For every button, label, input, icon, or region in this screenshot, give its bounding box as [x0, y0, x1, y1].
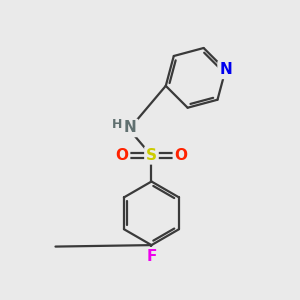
Text: S: S: [146, 148, 157, 163]
Text: F: F: [146, 249, 157, 264]
Text: O: O: [116, 148, 128, 163]
Text: N: N: [124, 120, 136, 135]
Text: O: O: [174, 148, 188, 163]
Text: N: N: [219, 62, 232, 77]
Text: H: H: [112, 118, 122, 131]
